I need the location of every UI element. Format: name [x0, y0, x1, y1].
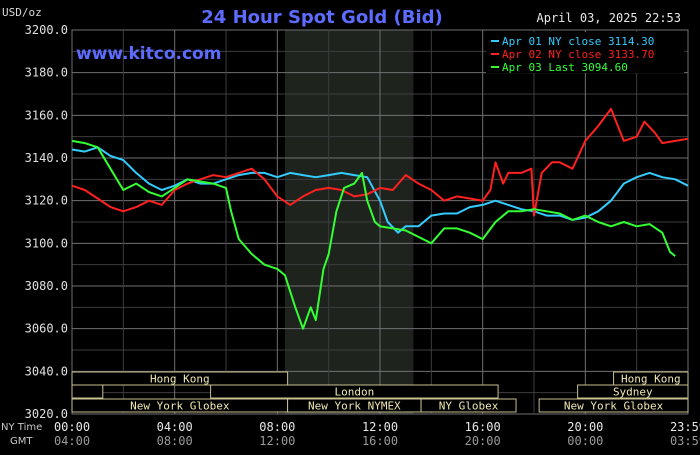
- series-line: [71, 139, 676, 330]
- x-tick-ny-label: 20:00: [567, 420, 603, 434]
- session-box: [210, 384, 499, 399]
- x-tick-gmt-label: 08:00: [157, 434, 193, 448]
- session-box: [71, 371, 289, 386]
- session-label: NY Globex: [439, 400, 499, 413]
- ny-time-label: NY Time: [1, 422, 42, 433]
- chart-date: April 03, 2025 22:53: [537, 11, 682, 25]
- y-tick-label: 3160.0: [25, 108, 68, 122]
- x-tick-ny-label: 08:00: [259, 420, 295, 434]
- x-tick-gmt-label: 00:00: [567, 434, 603, 448]
- x-axis-ticks: 00:0004:0004:0008:0008:0012:0012:0016:00…: [54, 420, 700, 448]
- session-label: London: [334, 386, 374, 399]
- y-tick-label: 3180.0: [25, 66, 68, 80]
- x-tick-ny-label: 23:59: [670, 420, 700, 434]
- y-tick-label: 3040.0: [25, 364, 68, 378]
- x-tick-gmt-label: 12:00: [259, 434, 295, 448]
- session-label: New York Globex: [130, 400, 230, 413]
- y-tick-label: 3200.0: [25, 23, 68, 37]
- session-label: New York Globex: [564, 400, 664, 413]
- legend-entry: Apr 02 NY close 3133.70: [502, 48, 654, 61]
- session-box: [577, 384, 689, 399]
- series-line: [71, 107, 689, 217]
- session-box: [538, 398, 689, 413]
- session-label: Sydney: [613, 386, 653, 399]
- chart-title: 24 Hour Spot Gold (Bid): [201, 7, 442, 28]
- y-tick-label: 3020.0: [25, 407, 68, 421]
- session-box: [420, 398, 517, 413]
- session-label: Hong Kong: [150, 373, 210, 386]
- x-tick-gmt-label: 20:00: [465, 434, 501, 448]
- y-tick-label: 3080.0: [25, 279, 68, 293]
- gridlines: [71, 29, 689, 415]
- legend-entry: Apr 01 NY close 3114.30: [502, 35, 654, 48]
- y-axis-ticks: 3200.0 3180.0 3160.0 3140.0 3120.0 3100.0 3080…: [25, 23, 68, 421]
- legend-entry: Apr 03 Last 3094.60: [502, 61, 628, 74]
- gmt-label: GMT: [10, 436, 33, 447]
- kitco-watermark: www.kitco.com: [76, 44, 221, 64]
- y-tick-label: 3100.0: [25, 236, 68, 250]
- x-tick-ny-label: 12:00: [362, 420, 398, 434]
- y-tick-label: 3120.0: [25, 194, 68, 208]
- x-tick-ny-label: 00:00: [54, 420, 90, 434]
- session-label: Hong Kong: [621, 373, 681, 386]
- x-tick-gmt-label: 04:00: [54, 434, 90, 448]
- session-box: [71, 384, 104, 399]
- y-tick-label: 3140.0: [25, 151, 68, 165]
- x-tick-gmt-label: 03:59: [670, 434, 700, 448]
- y-tick-label: 3060.0: [25, 322, 68, 336]
- session-label: New York NYMEX: [308, 400, 401, 413]
- price-series: [71, 107, 689, 330]
- unit-label: USD/oz: [2, 6, 42, 19]
- x-tick-ny-label: 16:00: [465, 420, 501, 434]
- x-tick-gmt-label: 16:00: [362, 434, 398, 448]
- x-tick-ny-label: 04:00: [157, 420, 193, 434]
- legend-box: [486, 32, 684, 73]
- series-line: [71, 146, 689, 234]
